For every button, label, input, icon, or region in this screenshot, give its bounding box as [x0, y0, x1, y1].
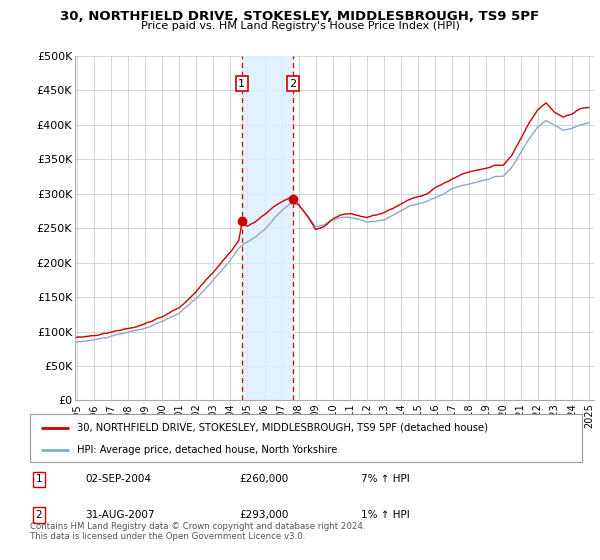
Text: £260,000: £260,000	[240, 474, 289, 484]
Text: 1% ↑ HPI: 1% ↑ HPI	[361, 510, 410, 520]
Text: HPI: Average price, detached house, North Yorkshire: HPI: Average price, detached house, Nort…	[77, 445, 337, 455]
Text: 1: 1	[35, 474, 42, 484]
Text: 30, NORTHFIELD DRIVE, STOKESLEY, MIDDLESBROUGH, TS9 5PF: 30, NORTHFIELD DRIVE, STOKESLEY, MIDDLES…	[61, 10, 539, 22]
Text: Price paid vs. HM Land Registry's House Price Index (HPI): Price paid vs. HM Land Registry's House …	[140, 21, 460, 31]
Text: 31-AUG-2007: 31-AUG-2007	[85, 510, 155, 520]
Text: 30, NORTHFIELD DRIVE, STOKESLEY, MIDDLESBROUGH, TS9 5PF (detached house): 30, NORTHFIELD DRIVE, STOKESLEY, MIDDLES…	[77, 423, 488, 433]
Text: 2: 2	[35, 510, 42, 520]
Text: 1: 1	[238, 78, 245, 88]
Text: 7% ↑ HPI: 7% ↑ HPI	[361, 474, 410, 484]
Text: £293,000: £293,000	[240, 510, 289, 520]
Text: 02-SEP-2004: 02-SEP-2004	[85, 474, 151, 484]
Text: Contains HM Land Registry data © Crown copyright and database right 2024.
This d: Contains HM Land Registry data © Crown c…	[30, 522, 365, 542]
Bar	[242, 56, 293, 400]
FancyBboxPatch shape	[30, 414, 582, 462]
Text: 2: 2	[289, 78, 296, 88]
